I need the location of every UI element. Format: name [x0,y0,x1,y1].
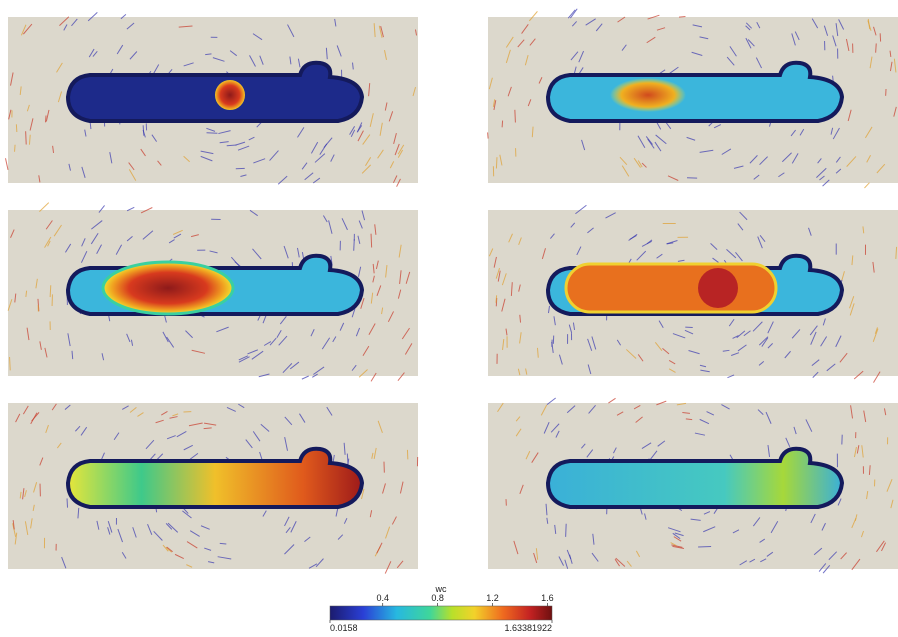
panel [488,398,898,573]
colorbar-min-label: 0.0158 [330,623,358,633]
hot-spot [610,78,686,112]
flow-arrow [864,183,869,188]
flow-arrow [302,376,309,379]
colorbar-tick-label: 0.8 [431,593,444,603]
flow-arrow [354,239,355,251]
flow-arrow [207,133,218,134]
hot-spot [698,268,738,308]
flow-arrow [488,132,489,138]
flow-arrow [10,357,11,370]
hot-spot [214,79,246,111]
panel [8,403,418,574]
flow-arrow [496,295,497,302]
flow-arrow [72,351,73,359]
flow-arrow [143,125,144,135]
colorbar-tick-label: 1.6 [541,593,554,603]
colorbar-tick-label: 1.2 [486,593,499,603]
figure: wc 0.40.81.21.60.01581.63381922 [0,0,898,637]
panel [488,205,898,382]
hot-spot [566,264,776,312]
flow-arrow [5,158,8,170]
flow-arrow [45,116,46,123]
flow-arrow [496,157,497,168]
flow-arrow [15,145,16,152]
flow-arrow [566,524,567,537]
flow-arrow [26,131,27,144]
flow-arrow [570,9,577,18]
flow-arrow [50,285,51,297]
flow-arrow [608,398,615,403]
panel [488,9,898,188]
colorbar [330,606,552,620]
flow-arrow [220,543,227,544]
flow-arrow [371,234,372,248]
flow-arrow [876,43,877,52]
hot-spot [103,262,233,314]
panel [5,12,418,186]
flow-arrow [515,110,516,123]
colorbar-max-label: 1.63381922 [504,623,552,633]
flow-arrow [679,17,685,18]
colorbar-tick-label: 0.4 [376,593,389,603]
panel [8,203,418,382]
